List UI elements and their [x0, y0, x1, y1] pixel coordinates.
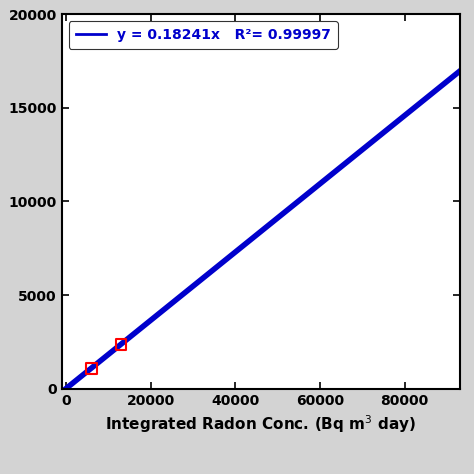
Point — [88, 365, 95, 372]
Point — [117, 340, 125, 348]
X-axis label: Integrated Radon Conc. (Bq m$^{3}$ day): Integrated Radon Conc. (Bq m$^{3}$ day) — [105, 413, 416, 435]
Legend: y = 0.18241x   R²= 0.99997: y = 0.18241x R²= 0.99997 — [69, 21, 338, 49]
